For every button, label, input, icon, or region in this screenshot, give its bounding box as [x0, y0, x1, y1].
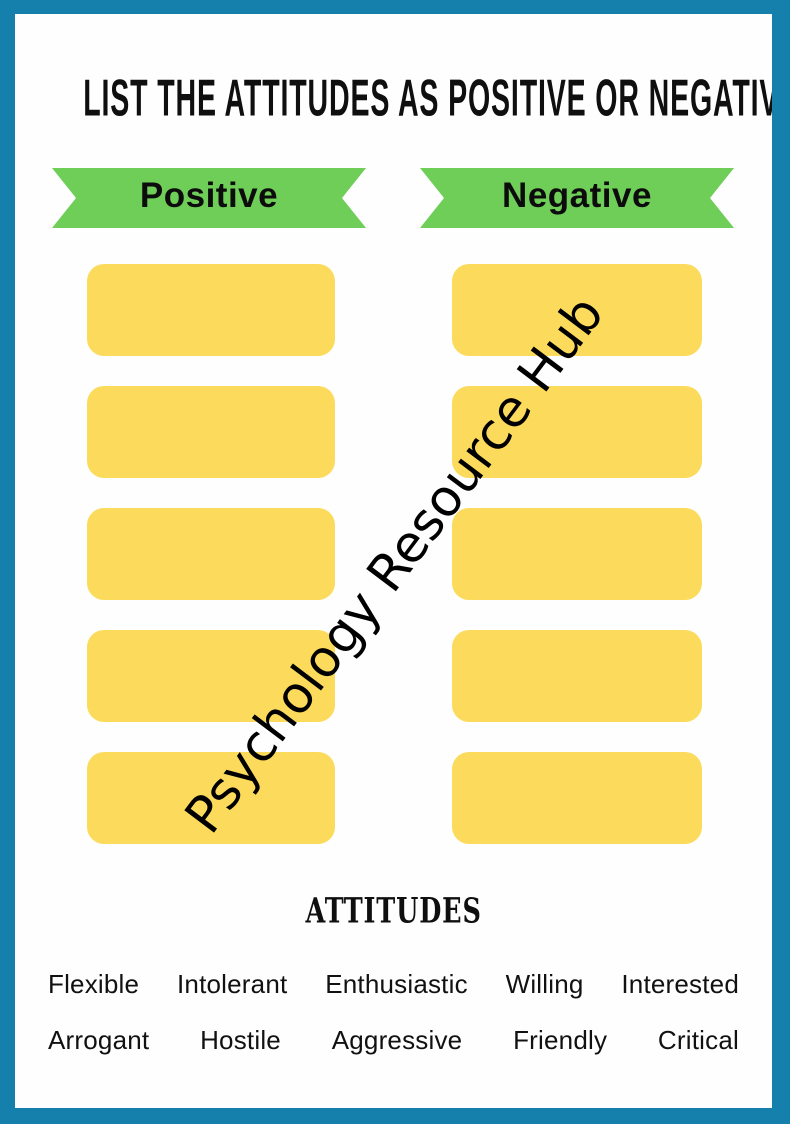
attitude-word: Enthusiastic [325, 969, 468, 999]
positive-banner-label: Positive [139, 176, 279, 215]
word-bank-row-2: Arrogant Hostile Aggressive Friendly Critica… [48, 1025, 739, 1056]
positive-answer-slot [87, 630, 335, 722]
attitude-word: Critical [657, 1025, 739, 1055]
negative-answer-slot [452, 752, 702, 844]
attitude-word: Hostile [200, 1025, 281, 1055]
page-title-text: LIST THE ATTITUDES AS POSITIVE OR NEGATI… [83, 70, 772, 128]
attitude-word: Aggressive [331, 1025, 463, 1055]
page-title: LIST THE ATTITUDES AS POSITIVE OR NEGATI… [15, 70, 772, 128]
negative-answer-slot [452, 264, 702, 356]
attitude-word: Intolerant [177, 969, 288, 999]
negative-answer-column [452, 264, 702, 844]
word-bank-heading: ATTITUDES [15, 891, 772, 932]
negative-answer-slot [452, 386, 702, 478]
positive-answer-slot [87, 752, 335, 844]
positive-answer-column [87, 264, 335, 844]
attitude-word: Willing [505, 969, 584, 999]
positive-answer-slot [87, 386, 335, 478]
attitude-word: Arrogant [48, 1025, 150, 1055]
attitude-word: Interested [621, 969, 739, 999]
negative-banner-label: Negative [502, 176, 652, 215]
negative-column-banner: Negative [420, 168, 734, 228]
positive-column-banner: Positive [52, 168, 366, 228]
negative-answer-slot [452, 630, 702, 722]
positive-answer-slot [87, 264, 335, 356]
positive-answer-slot [87, 508, 335, 600]
negative-answer-slot [452, 508, 702, 600]
attitude-word: Flexible [48, 969, 140, 999]
word-bank-row-1: Flexible Intolerant Enthusiastic Willing Int… [48, 969, 739, 1000]
worksheet-page: LIST THE ATTITUDES AS POSITIVE OR NEGATI… [15, 14, 772, 1108]
word-bank-title-text: ATTITUDES [305, 891, 482, 932]
attitude-word: Friendly [513, 1025, 608, 1055]
